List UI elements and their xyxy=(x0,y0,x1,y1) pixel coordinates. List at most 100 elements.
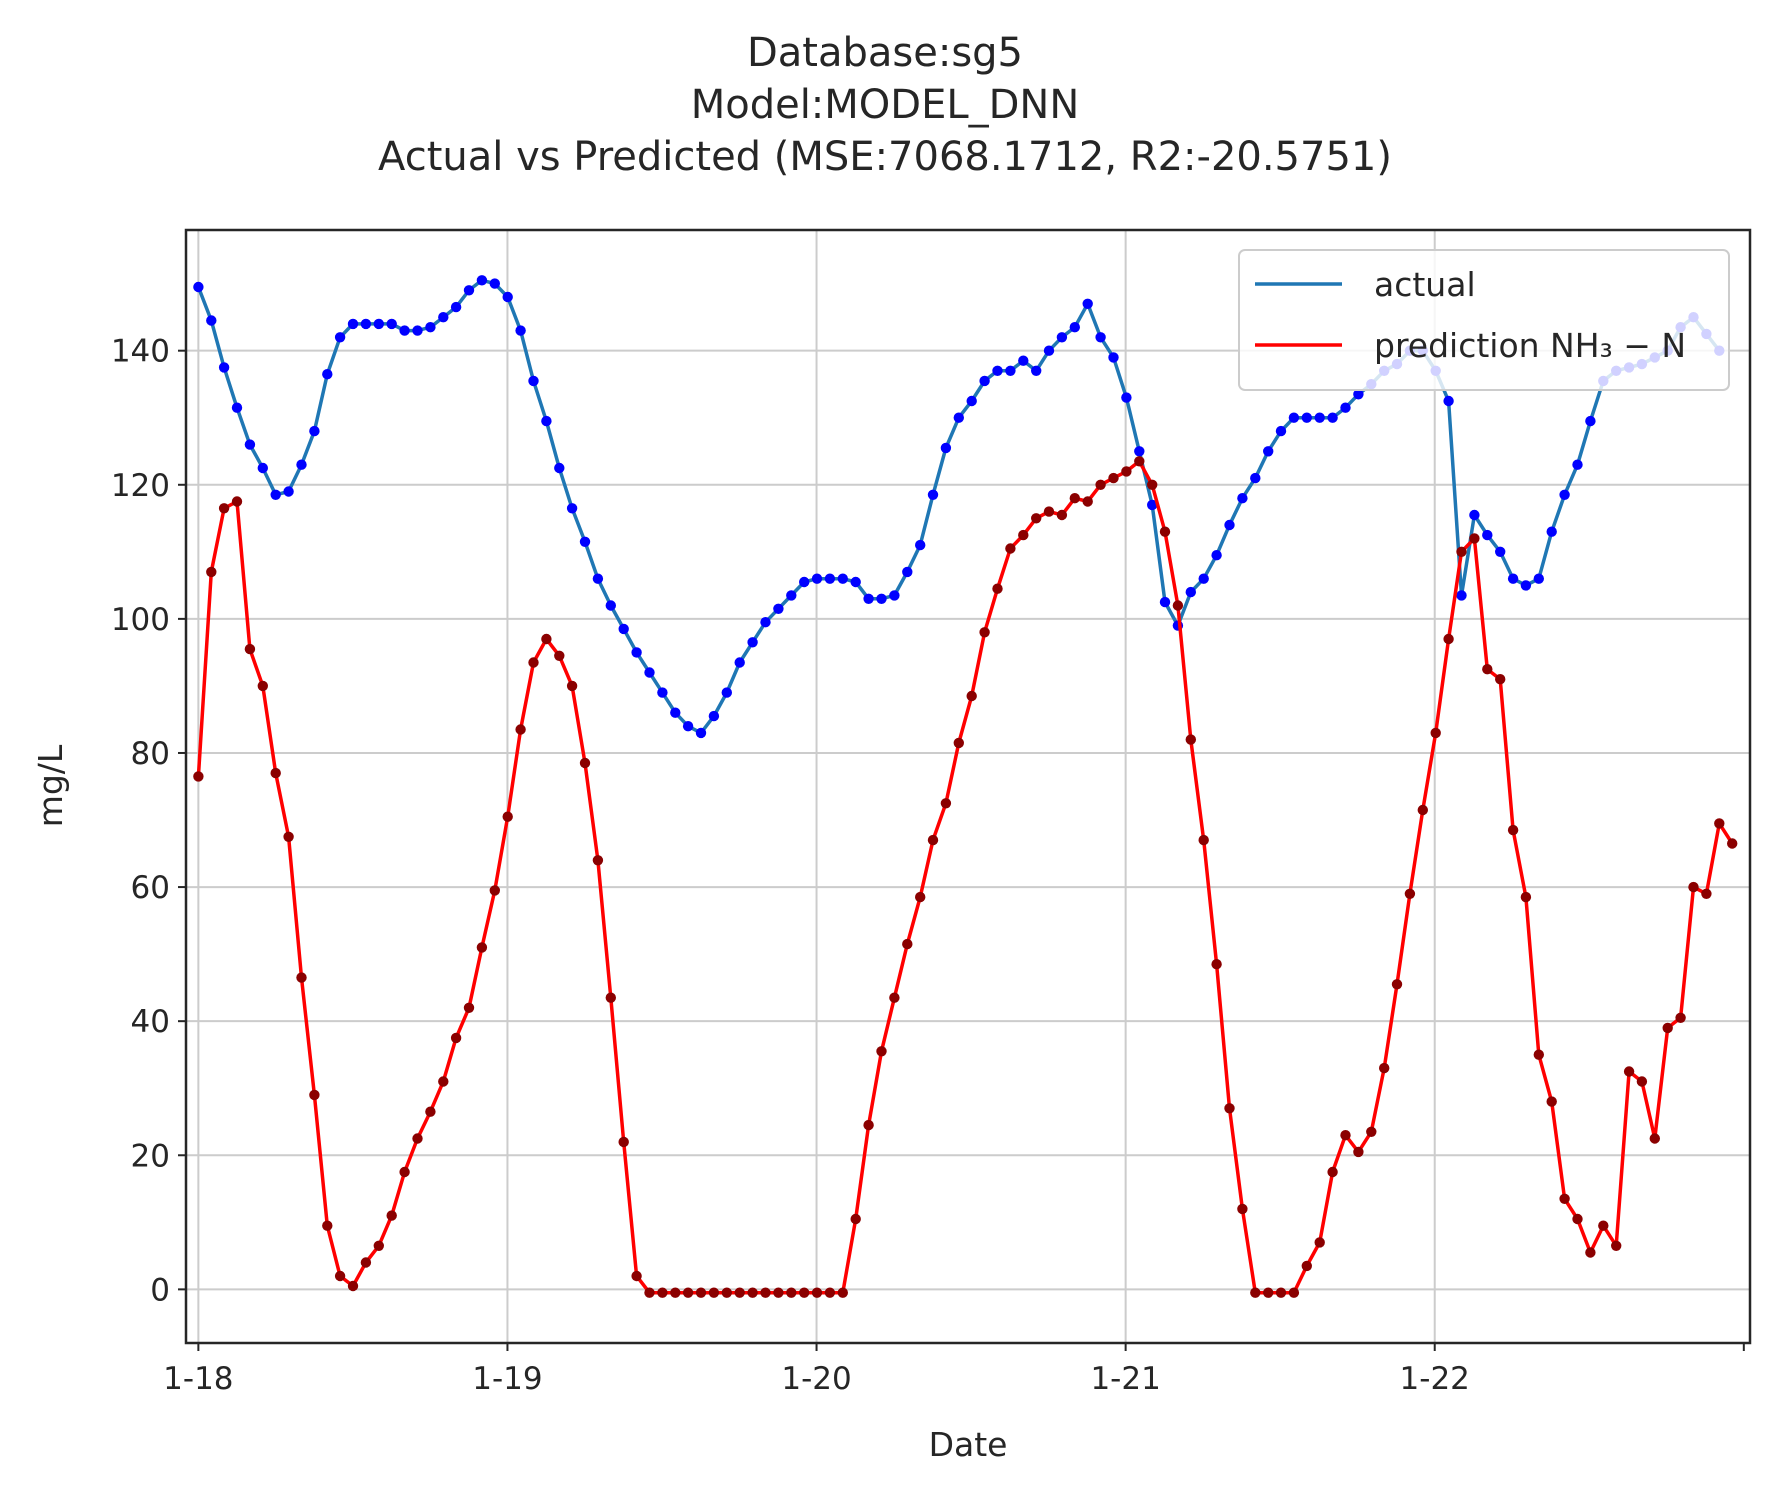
data-point xyxy=(502,291,513,303)
data-point xyxy=(270,767,281,779)
data-point xyxy=(244,643,256,655)
data-point xyxy=(592,573,604,584)
data-point xyxy=(1275,425,1287,437)
data-point xyxy=(1185,734,1197,745)
grid xyxy=(186,230,1750,1343)
data-point xyxy=(1649,1133,1661,1144)
data-point xyxy=(837,1287,848,1298)
data-point xyxy=(657,1287,668,1298)
data-point xyxy=(1198,834,1209,846)
series-layer xyxy=(193,275,1738,1298)
data-point xyxy=(347,318,359,330)
data-point xyxy=(1185,586,1197,598)
data-point xyxy=(463,285,475,296)
data-point xyxy=(682,721,694,732)
data-point xyxy=(1301,412,1313,423)
data-point xyxy=(322,1220,333,1231)
x-tick-label: 1-19 xyxy=(472,1361,542,1397)
data-point xyxy=(811,573,823,584)
data-point xyxy=(1172,600,1184,611)
data-point xyxy=(1056,332,1068,343)
data-point xyxy=(1250,472,1261,484)
data-point xyxy=(1005,365,1016,376)
data-point xyxy=(554,462,565,474)
data-point xyxy=(1314,1237,1325,1248)
data-point xyxy=(515,724,526,735)
data-point xyxy=(1520,891,1532,903)
data-point xyxy=(953,412,964,423)
legend-box xyxy=(1238,249,1730,391)
data-point xyxy=(837,573,848,584)
data-point xyxy=(218,362,230,373)
legend-label-prediction: prediction NH₃ − N xyxy=(1374,326,1686,365)
data-point xyxy=(631,647,642,658)
data-point xyxy=(992,365,1003,376)
data-point xyxy=(811,1287,823,1298)
data-point xyxy=(1224,1103,1235,1114)
data-point xyxy=(1211,550,1222,561)
data-point xyxy=(773,603,784,614)
data-point xyxy=(412,325,423,336)
data-point xyxy=(1688,881,1699,893)
data-point xyxy=(670,1287,681,1298)
data-point xyxy=(1159,526,1171,537)
axis-ticks: 0 20 40 60 80 100 120 140 1-18 1-19 1-20 1-21 1-22 xyxy=(111,334,1745,1397)
data-point xyxy=(1069,493,1081,504)
data-point xyxy=(425,322,436,333)
data-point xyxy=(334,1270,346,1282)
data-point xyxy=(1056,509,1068,521)
data-point xyxy=(682,1287,694,1298)
data-point xyxy=(1430,727,1441,739)
data-point xyxy=(270,489,281,500)
data-point xyxy=(502,811,513,822)
data-point xyxy=(902,938,913,950)
data-point xyxy=(670,707,681,718)
data-point xyxy=(1043,345,1055,356)
title-line-metrics: Actual vs Predicted (MSE:7068.1712, R2:-… xyxy=(378,134,1392,180)
data-point xyxy=(799,576,810,588)
data-point xyxy=(966,395,977,407)
data-point xyxy=(334,332,346,343)
data-point xyxy=(979,375,990,387)
chart-title: Database:sg5 Model:MODEL_DNN Actual vs P… xyxy=(378,30,1392,180)
data-point xyxy=(850,576,861,588)
data-point xyxy=(1533,573,1545,584)
data-point xyxy=(657,687,668,698)
data-point xyxy=(1263,446,1274,457)
data-point xyxy=(1198,573,1209,584)
y-tick-label: 80 xyxy=(131,736,170,772)
data-point xyxy=(799,1287,810,1298)
data-point xyxy=(1108,352,1119,363)
data-point xyxy=(528,375,539,387)
data-point xyxy=(605,992,616,1003)
data-point xyxy=(231,402,243,413)
data-point xyxy=(786,590,797,601)
data-point xyxy=(309,1089,320,1101)
data-point xyxy=(760,1287,771,1298)
data-point xyxy=(231,496,243,507)
x-axis-label: Date xyxy=(929,1425,1008,1464)
data-point xyxy=(296,459,307,470)
data-point xyxy=(1727,838,1738,849)
data-point xyxy=(824,573,836,584)
data-point xyxy=(1417,804,1429,816)
x-tick-label: 1-22 xyxy=(1400,1361,1470,1397)
y-tick-label: 120 xyxy=(111,468,170,504)
data-point xyxy=(747,1287,758,1298)
data-point xyxy=(541,415,552,427)
data-point xyxy=(1366,1126,1377,1138)
data-point xyxy=(476,275,488,286)
data-point xyxy=(463,1002,475,1013)
data-point xyxy=(1082,298,1093,309)
data-point xyxy=(309,425,320,437)
data-point xyxy=(1662,1022,1673,1034)
data-point xyxy=(992,583,1003,594)
data-point xyxy=(1701,888,1712,899)
data-point xyxy=(1495,674,1506,685)
data-point xyxy=(1134,446,1145,457)
data-point xyxy=(940,798,952,809)
x-tick-label: 1-20 xyxy=(781,1361,851,1397)
data-point xyxy=(1636,1076,1648,1087)
data-point xyxy=(1018,529,1029,541)
